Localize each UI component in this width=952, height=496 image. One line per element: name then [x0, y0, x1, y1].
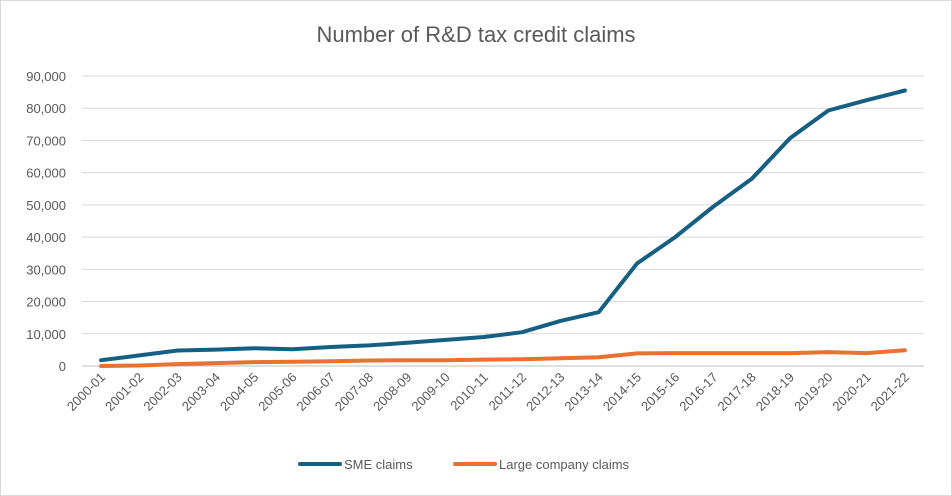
x-tick-label: 2021-22: [868, 370, 912, 414]
series-line-sme-claims: [99, 88, 907, 363]
x-tick-label: 2005-06: [255, 370, 299, 414]
y-tick-label: 80,000: [26, 101, 66, 116]
y-tick-label: 50,000: [26, 198, 66, 213]
legend-label: Large company claims: [499, 457, 630, 472]
x-tick-label: 2017-18: [715, 370, 759, 414]
y-tick-label: 20,000: [26, 295, 66, 310]
y-tick-label: 0: [59, 359, 66, 374]
x-tick-label: 2004-05: [217, 370, 261, 414]
x-tick-label: 2000-01: [64, 370, 108, 414]
x-tick-label: 2010-11: [447, 370, 491, 414]
x-tick-label: 2020-21: [829, 370, 873, 414]
x-tick-label: 2012-13: [523, 370, 567, 414]
x-tick-label: 2003-04: [179, 370, 223, 414]
x-tick-label: 2014-15: [600, 370, 644, 414]
x-tick-label: 2001-02: [102, 370, 146, 414]
chart-title: Number of R&D tax credit claims: [316, 22, 635, 47]
x-tick-label: 2011-12: [486, 370, 530, 414]
y-tick-label: 90,000: [26, 69, 66, 84]
y-tick-label: 60,000: [26, 166, 66, 181]
x-tick-label: 2015-16: [638, 370, 682, 414]
series-line-large-company-claims: [99, 348, 907, 368]
x-tick-label: 2002-03: [140, 370, 184, 414]
x-axis-ticks: 2000-012001-022002-032003-042004-052005-…: [64, 370, 912, 414]
y-tick-label: 70,000: [26, 133, 66, 148]
series-lines: [99, 88, 907, 368]
y-tick-label: 30,000: [26, 262, 66, 277]
x-tick-label: 2019-20: [791, 370, 835, 414]
gridlines: [82, 75, 924, 367]
legend: SME claims Large company claims: [298, 457, 630, 472]
x-tick-label: 2016-17: [676, 370, 720, 414]
x-tick-label: 2013-14: [561, 370, 605, 414]
y-tick-label: 40,000: [26, 230, 66, 245]
x-tick-label: 2018-19: [753, 370, 797, 414]
y-tick-label: 10,000: [26, 327, 66, 342]
y-axis-ticks: 0 10,000 20,000 30,000 40,000 50,000 60,000 70,…: [26, 69, 66, 374]
x-tick-label: 2009-10: [408, 370, 452, 414]
x-tick-label: 2007-08: [332, 370, 376, 414]
legend-label: SME claims: [344, 457, 413, 472]
x-tick-label: 2008-09: [370, 370, 414, 414]
legend-item-large-company-claims: Large company claims: [453, 457, 630, 472]
x-tick-label: 2006-07: [294, 370, 338, 414]
legend-item-sme-claims: SME claims: [298, 457, 413, 472]
